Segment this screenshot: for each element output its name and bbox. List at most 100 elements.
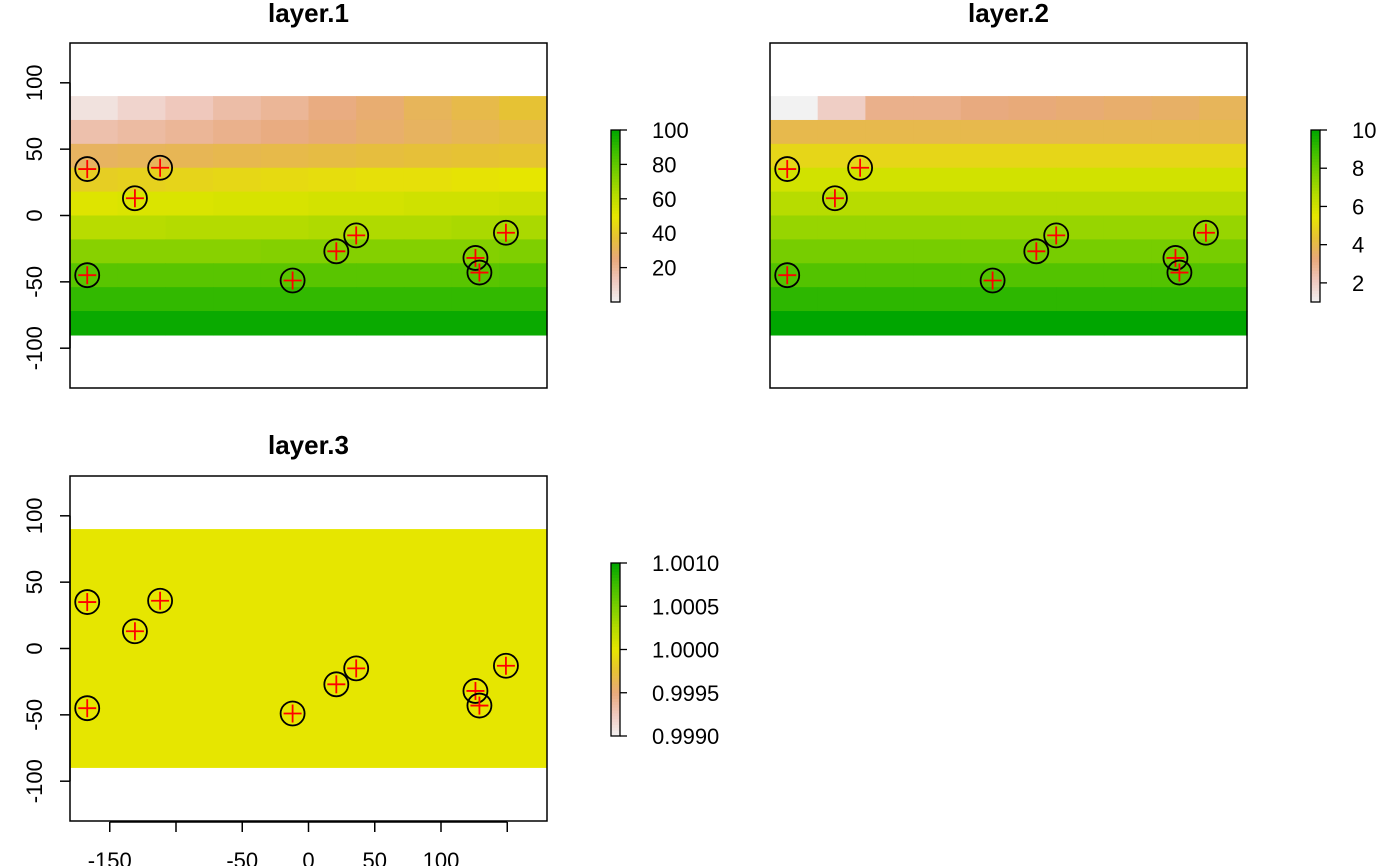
raster-cell [960, 119, 1010, 145]
raster-cell [165, 215, 214, 240]
raster-cell [213, 96, 262, 121]
legend-swatch [611, 626, 620, 630]
raster-cell [1151, 287, 1200, 312]
legend-swatch [1311, 299, 1320, 303]
raster-cell [356, 215, 405, 240]
legend-swatch [1311, 198, 1320, 203]
raster-cell [1103, 287, 1153, 312]
raster-cell [817, 263, 866, 288]
legend-swatch [1311, 267, 1320, 271]
point-circle [1166, 259, 1193, 286]
legend-swatch [611, 281, 620, 286]
raster-cell [308, 96, 357, 121]
raster-cell [1151, 119, 1200, 145]
legend-swatch [611, 130, 620, 134]
raster-cell [770, 287, 819, 312]
raster-cell [451, 167, 500, 193]
legend-swatch [1311, 130, 1320, 134]
raster-cell [1008, 263, 1057, 288]
legend-swatch [1311, 138, 1320, 142]
sample-point [122, 618, 148, 645]
raster-cell [1151, 143, 1200, 169]
raster-cell [1199, 191, 1248, 217]
point-circle [147, 154, 174, 181]
sample-point [493, 652, 519, 679]
sample-point [74, 156, 101, 182]
legend-swatch [611, 704, 620, 708]
raster-cell [913, 96, 962, 121]
y-tick-label: -50 [22, 266, 47, 298]
legend-swatch [611, 284, 620, 289]
raster-cell [1199, 311, 1248, 336]
legend-swatch [611, 132, 620, 137]
raster-cell [913, 287, 962, 312]
legend-swatch [1311, 181, 1320, 185]
legend-swatch [611, 710, 620, 714]
raster-cell [960, 167, 1010, 193]
legend-swatch [611, 718, 620, 723]
y-tick-label: 0 [22, 642, 47, 654]
raster-cell [403, 191, 453, 217]
raster-cell [1056, 311, 1105, 336]
legend-swatch [611, 692, 620, 697]
raster-cell [356, 287, 405, 312]
legend-swatch [611, 175, 620, 180]
sample-point [1166, 259, 1193, 286]
legend-swatch [611, 715, 620, 720]
legend-swatch [611, 640, 620, 645]
point-circle [74, 262, 101, 289]
legend-swatch [1311, 273, 1320, 277]
legend-swatch [611, 609, 620, 613]
point-circle [323, 238, 350, 265]
raster-cell [1056, 263, 1105, 288]
legend-swatch [611, 637, 620, 642]
legend-tick-label: 8 [1352, 156, 1364, 181]
raster-cell [117, 96, 166, 121]
raster-cell [1199, 143, 1248, 169]
legend-swatch [1311, 164, 1320, 168]
raster-cell [960, 239, 1010, 264]
raster-cell [1008, 191, 1057, 217]
raster-cell [865, 287, 914, 312]
raster-cell [70, 287, 119, 312]
raster-cell [70, 239, 119, 264]
legend-swatch [611, 658, 620, 662]
legend-swatch [611, 655, 620, 659]
legend-swatch [1311, 264, 1320, 269]
legend-swatch [1311, 204, 1320, 208]
raster-cell [451, 191, 500, 217]
legend-tick-label: 6 [1352, 194, 1364, 219]
legend-swatch [611, 591, 620, 596]
sample-point [1043, 222, 1070, 249]
legend-swatch [611, 144, 620, 148]
raster-cell [70, 96, 119, 121]
point-circle [847, 154, 873, 181]
raster-cell [213, 263, 262, 288]
point-circle [74, 589, 101, 615]
raster-cell [1151, 215, 1200, 240]
legend-swatch [611, 261, 620, 266]
plot-frame [769, 42, 1248, 389]
legend-swatch [611, 643, 620, 648]
point-circle [1193, 219, 1219, 246]
legend-swatch [611, 135, 620, 140]
legend-swatch [611, 141, 620, 145]
legend-swatch [1311, 207, 1320, 211]
legend-swatch [611, 617, 620, 622]
raster-cell [165, 96, 214, 121]
legend-swatch [1311, 210, 1320, 214]
raster-cell [403, 96, 453, 121]
raster-cell [213, 143, 262, 169]
point-circle [74, 695, 101, 722]
legend-swatch [611, 588, 620, 593]
sample-point [1162, 245, 1189, 271]
legend-swatch [611, 296, 620, 300]
legend-swatch [611, 666, 620, 671]
raster-cell [1056, 143, 1105, 169]
legend-swatch [611, 238, 620, 243]
legend-swatch [611, 218, 620, 223]
legend-swatch [1311, 256, 1320, 260]
legend-swatch [611, 661, 620, 665]
sample-point [493, 219, 519, 246]
